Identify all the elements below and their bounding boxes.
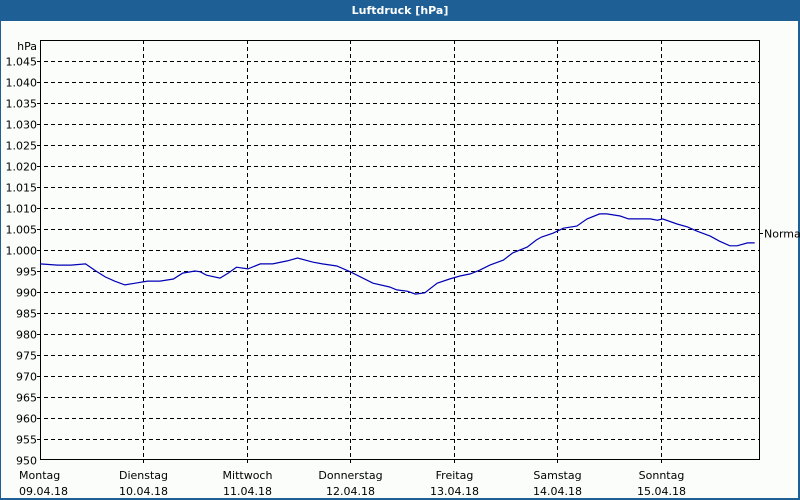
x-tick-day: Mittwoch xyxy=(223,469,273,482)
grid-lines xyxy=(37,40,760,463)
x-tick-day: Donnerstag xyxy=(318,469,382,482)
x-tick-day: Sonntag xyxy=(639,469,685,482)
y-tick-label: 1.015 xyxy=(6,182,38,195)
y-axis-unit-label: hPa xyxy=(17,40,37,53)
x-tick-date: 15.04.18 xyxy=(637,485,686,498)
x-tick-date: 11.04.18 xyxy=(223,485,272,498)
y-tick-label: 1.010 xyxy=(6,203,38,216)
y-tick-label: 985 xyxy=(16,308,37,321)
pressure-line xyxy=(39,213,755,295)
x-tick-date: 13.04.18 xyxy=(430,485,479,498)
x-tick-date: 12.04.18 xyxy=(326,485,375,498)
plot-frame xyxy=(40,40,760,460)
y-axis: hPa 950 955 960 965 970 975 980 985 990 995 1.000 1… xyxy=(6,40,38,468)
y-tick-label: 1.020 xyxy=(6,161,38,174)
normal-label: Normal xyxy=(764,228,800,241)
y-tick-label: 965 xyxy=(16,392,37,405)
y-tick-label: 955 xyxy=(16,434,37,447)
y-tick-label: 995 xyxy=(16,266,37,279)
x-axis: Montag 09.04.18 Dienstag 10.04.18 Mittwoch 11… xyxy=(19,469,686,498)
y-tick-label: 950 xyxy=(16,455,37,468)
y-tick-label: 1.000 xyxy=(6,245,38,258)
x-tick-day: Dienstag xyxy=(119,469,168,482)
y-tick-label: 1.040 xyxy=(6,77,38,90)
y-tick-label: 960 xyxy=(16,413,37,426)
y-tick-label: 990 xyxy=(16,287,37,300)
y-tick-label: 975 xyxy=(16,350,37,363)
x-tick-date: 09.04.18 xyxy=(19,485,68,498)
window-title: Luftdruck [hPa] xyxy=(351,4,449,17)
x-tick-date: 14.04.18 xyxy=(533,485,582,498)
y-tick-label: 1.030 xyxy=(6,119,38,132)
y-tick-label: 1.035 xyxy=(6,98,38,111)
x-tick-day: Freitag xyxy=(436,469,474,482)
normal-annotation: Normal xyxy=(760,228,800,241)
chart-area xyxy=(1,21,798,498)
y-tick-label: 1.025 xyxy=(6,140,38,153)
x-tick-day: Samstag xyxy=(533,469,581,482)
y-tick-label: 970 xyxy=(16,371,37,384)
x-tick-date: 10.04.18 xyxy=(119,485,168,498)
y-tick-label: 1.005 xyxy=(6,224,38,237)
y-tick-label: 1.045 xyxy=(6,56,38,69)
x-tick-day: Montag xyxy=(19,469,60,482)
y-tick-label: 980 xyxy=(16,329,37,342)
